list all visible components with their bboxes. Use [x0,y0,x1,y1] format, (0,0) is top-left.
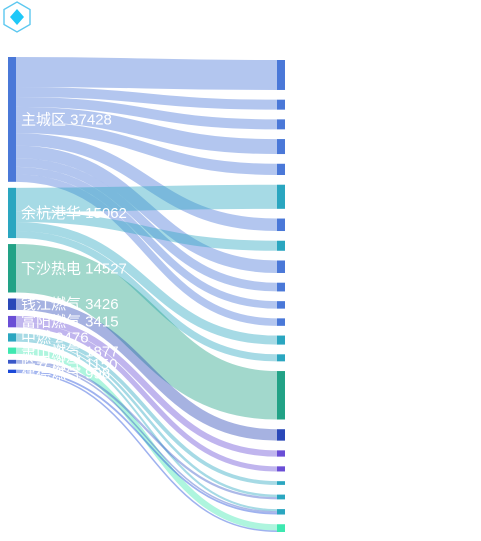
sankey-link [15,184,278,212]
target-node [277,139,285,155]
source-node-label: 主城区 37428 [21,111,112,128]
sankey-link [15,145,278,273]
source-node-label: 临安燃气 1150 [21,355,117,373]
source-node-label: 中燃 2476 [21,328,89,346]
source-node [8,244,16,293]
sankey-link [15,339,278,512]
target-node [277,260,285,273]
sankey-link [15,133,278,232]
target-node [277,99,285,110]
target-node [277,282,285,292]
source-node [8,315,16,328]
sankey-link [15,298,278,441]
sankey-link [15,96,278,130]
target-node [277,163,285,175]
target-node [277,509,285,515]
target-node [277,466,285,472]
target-node [277,318,285,326]
source-node-label: 建德燃气 998 [21,365,110,383]
target-node [277,429,285,441]
target-node [277,371,285,420]
target-node [277,184,285,209]
target-node [277,354,285,362]
target-node [277,450,285,457]
sankey-link [15,106,278,155]
source-node-label: 萧山燃气 1877 [21,343,119,361]
link-layer [15,56,278,532]
sankey-link [15,158,278,292]
source-node-label: 下沙热电 14527 [21,260,127,277]
sankey-link [15,244,278,420]
source-node [8,298,16,310]
sankey-link [15,174,278,326]
target-node [277,240,285,251]
sankey-link [15,362,278,513]
source-node-label: 钱江燃气 3426 [21,295,119,313]
target-node [277,481,285,485]
sankey-link [15,359,278,500]
source-node [8,187,16,239]
target-node [277,301,285,309]
source-node [8,359,16,364]
target-node [277,335,285,345]
source-node [8,57,16,182]
source-node-label: 富阳燃气 3415 [21,313,119,331]
target-node [277,60,285,90]
sankey-link [15,56,278,90]
target-node [277,119,285,130]
sankey-link [15,166,278,309]
sankey-link [15,322,278,472]
sankey-link [15,315,278,457]
sankey-link [15,369,278,515]
sankey-link [15,121,278,176]
source-node [8,333,16,342]
target-node [277,494,285,500]
sankey-link [15,231,278,362]
sankey-link [15,337,278,498]
sankey-link [15,211,278,251]
target-node [277,218,285,232]
source-node-label: 余杭港华 15062 [21,204,127,222]
source-node [8,369,16,373]
sankey-link [15,221,278,345]
source-node [8,347,16,354]
sankey-link [15,371,278,532]
target-node-layer [277,60,285,532]
sankey-link [15,347,278,531]
label-layer: 主城区 37428 余杭港华 15062 下沙热电 14527 钱江燃气 3426富阳… [21,111,127,382]
source-node-layer [8,57,16,373]
sankey-link [15,333,278,485]
sankey-link [15,86,278,110]
target-node [277,524,285,532]
hexagon-diamond-icon [3,1,31,33]
